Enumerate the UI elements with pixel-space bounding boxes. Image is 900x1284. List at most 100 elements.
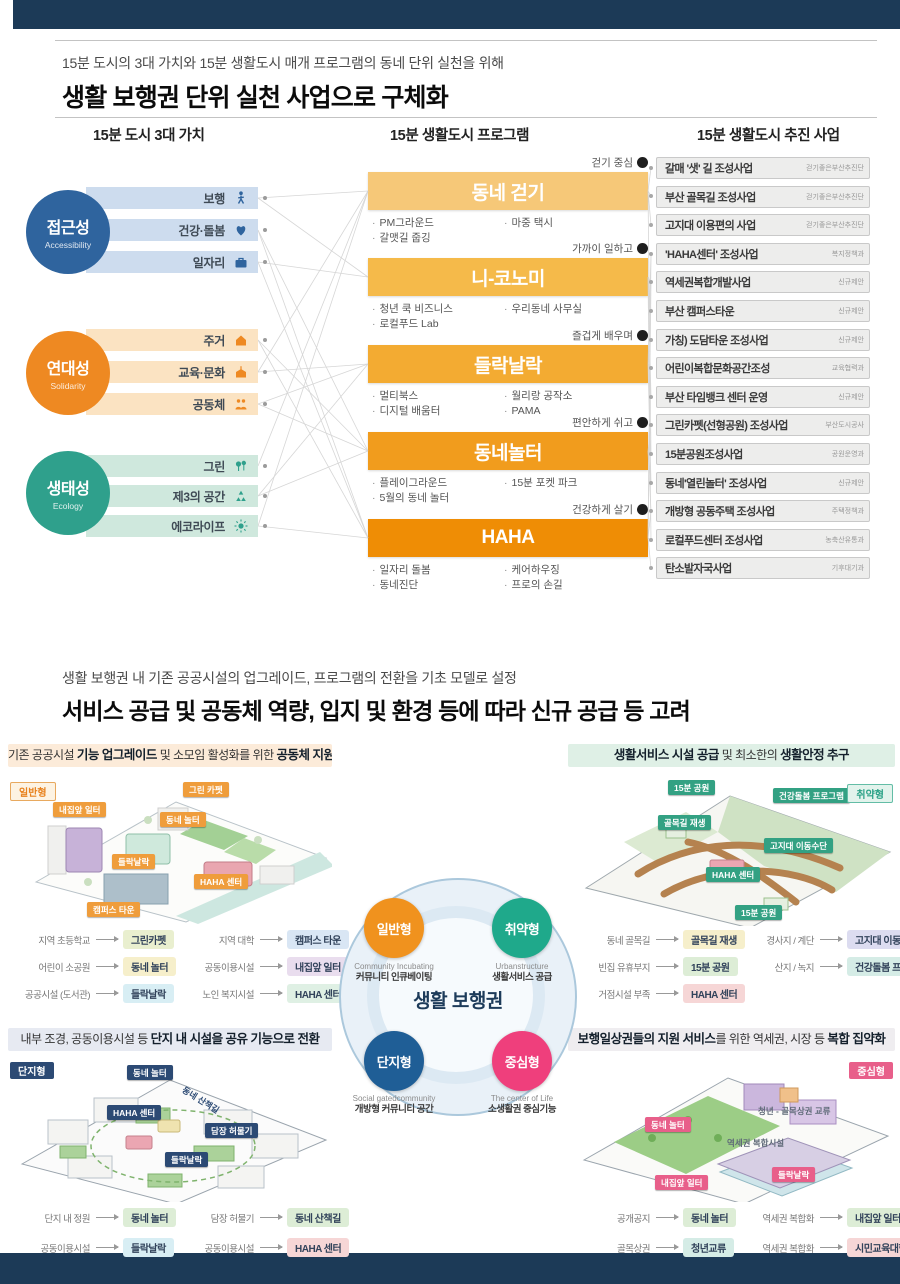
value-row: 일자리 bbox=[86, 251, 267, 273]
arrow-icon bbox=[260, 1244, 283, 1250]
project-tag: 걷기좋은부산추진단 bbox=[806, 165, 864, 172]
arrow-icon bbox=[96, 963, 119, 969]
value-row-label: 주거 bbox=[203, 333, 226, 348]
value-row: 교육·문화 bbox=[86, 361, 267, 383]
project-tag: 신규제안 bbox=[838, 279, 864, 286]
type-node-central: 중심형 bbox=[492, 1031, 552, 1091]
mapping-after: 청년교류 bbox=[683, 1238, 734, 1257]
program-items: 마중 택시 bbox=[504, 216, 554, 231]
program-caption-text: 걷기 중심 bbox=[591, 157, 633, 169]
mapping-after: 내집앞 일터 bbox=[287, 957, 349, 976]
mapping-before: 역세권 복합화 bbox=[762, 1213, 814, 1225]
project-title: 15분공원조성사업 bbox=[665, 449, 743, 461]
facility-chip: 캠퍼스 타운 bbox=[87, 902, 141, 917]
panel-general: 기존 공공시설 기능 업그레이드 및 소모임 활성화를 위한 공동체 지원 일반… bbox=[8, 744, 350, 1020]
recycle-icon bbox=[234, 489, 248, 503]
mapping-row: 공공시설 (도서관) 들락날락 bbox=[10, 984, 174, 1003]
mapping-after: HAHA 센터 bbox=[287, 984, 350, 1003]
panel-header-text: 및 최소한의 bbox=[718, 748, 781, 762]
type-caption: The center of Life 소생활권 중심기능 bbox=[463, 1094, 581, 1117]
mapping-row: 경사지 / 계단 고지대 이동수단 bbox=[734, 930, 900, 949]
mapping-after: 동네 놀터 bbox=[683, 1208, 737, 1227]
program-caption: 걷기 중심 bbox=[591, 155, 648, 170]
panel-header-text: 보행일상권들의 지원 서비스 bbox=[577, 1032, 716, 1046]
illustration-vulnerable: 15분 공원 건강돌봄 프로그램 골목길 재생 고지대 이동수단 HAHA 센터… bbox=[568, 770, 895, 929]
program-items: 일자리 돌봄 동네진단 bbox=[372, 563, 431, 593]
type-badge-central: 중심형 bbox=[849, 1062, 893, 1079]
value-circle-accessibility: 접근성 Accessibility bbox=[26, 190, 110, 274]
mapping-after: 들락날락 bbox=[123, 1238, 174, 1257]
mapping-after: 동네 산책길 bbox=[287, 1208, 349, 1227]
panel-header-text: 및 소모임 활성화를 위한 bbox=[156, 748, 277, 762]
ring-title: 생활 보행권 bbox=[413, 991, 503, 1012]
walking-person-icon bbox=[234, 191, 248, 205]
facility-chip: 들락날락 bbox=[772, 1167, 816, 1182]
mapping-before: 어린이 소공원 bbox=[38, 962, 90, 974]
value-circle-solidarity: 연대성 Solidarity bbox=[26, 331, 110, 415]
value-row: 공동체 bbox=[86, 393, 267, 415]
project-bar: 개방형 공동주택 조성사업 주택정책과 bbox=[656, 500, 870, 522]
project-tag: 주택정책과 bbox=[831, 508, 864, 515]
program-items: 15분 포켓 파크 bbox=[504, 476, 578, 491]
briefcase-icon bbox=[234, 255, 248, 269]
mapping-before: 노인 복지시설 bbox=[202, 989, 254, 1001]
value-name-en: Solidarity bbox=[50, 381, 86, 391]
project-tag: 걷기좋은부산추진단 bbox=[806, 222, 864, 229]
mapping-after: 캠퍼스 타운 bbox=[287, 930, 349, 949]
program-item: 5월의 동네 놀터 bbox=[372, 491, 450, 506]
program-item: PAMA bbox=[504, 404, 572, 419]
mapping-before: 공동이용시설 bbox=[204, 1243, 255, 1255]
page-title: 생활 보행권 단위 실천 사업으로 구체화 bbox=[62, 84, 449, 112]
type-caption-en: Urbanstructure bbox=[495, 962, 549, 971]
panel-header-text: 를 위한 역세권, 시장 등 bbox=[715, 1032, 828, 1046]
program-item: 멀티북스 bbox=[372, 389, 440, 404]
program-item: 플레이그라운드 bbox=[372, 476, 449, 491]
value-row-label: 건강·돌봄 bbox=[178, 223, 225, 238]
program-items: 청년 쿡 비즈니스 로컬푸드 Lab bbox=[372, 302, 453, 332]
mapping-after: 그린카펫 bbox=[123, 930, 174, 949]
mapping-after: 건강돌봄 프로그램 bbox=[847, 957, 900, 976]
value-row-label: 공동체 bbox=[192, 397, 226, 412]
project-title: 고지대 이용편의 사업 bbox=[665, 220, 756, 232]
facility-chip: 그린 카펫 bbox=[183, 782, 229, 797]
type-caption-en: Community Incubating bbox=[354, 962, 434, 971]
section2-title: 서비스 공급 및 공동체 역량, 입지 및 환경 등에 따라 신규 공급 등 고… bbox=[62, 698, 691, 724]
facility-chip: HAHA 센터 bbox=[107, 1105, 162, 1120]
panel-complex: 내부 조경, 공동이용시설 등 단지 내 시설을 공유 기능으로 전환 단지형 bbox=[8, 1028, 350, 1268]
program-items: 월리랑 공작소 PAMA bbox=[504, 389, 573, 419]
mapping-before: 동네 골목길 bbox=[606, 935, 651, 947]
program-box: 니-코노미 bbox=[368, 258, 648, 296]
project-title: 개방형 공동주택 조성사업 bbox=[665, 506, 775, 518]
facility-chip: 동네 놀터 bbox=[127, 1065, 173, 1080]
program-item: 청년 쿡 비즈니스 bbox=[372, 302, 453, 317]
mapping-row: 공동이용시설 HAHA 센터 bbox=[174, 1238, 350, 1257]
program-caption-text: 건강하게 살기 bbox=[572, 504, 633, 516]
arrow-icon bbox=[656, 990, 679, 996]
program-item: PM그라운드 bbox=[372, 216, 434, 231]
mapping-after: 들락날락 bbox=[123, 984, 174, 1003]
mapping-row: 동네 골목길 골목길 재생 bbox=[570, 930, 745, 949]
program-caption: 편안하게 쉬고 bbox=[572, 415, 648, 430]
mapping-row: 공동이용시설 들락날락 bbox=[10, 1238, 174, 1257]
program-item: 월리랑 공작소 bbox=[504, 389, 573, 404]
type-badge-complex: 단지형 bbox=[10, 1062, 54, 1079]
mapping-before: 공동이용시설 bbox=[40, 1243, 91, 1255]
value-row: 보행 bbox=[86, 187, 267, 209]
mapping-before: 공공시설 (도서관) bbox=[24, 989, 91, 1001]
panel-header-text: 생활안정 추구 bbox=[780, 748, 850, 762]
program-item: 마중 택시 bbox=[504, 216, 554, 231]
value-name-en: Ecology bbox=[52, 501, 84, 511]
mapping-row: 공개공지 동네 놀터 bbox=[570, 1208, 737, 1227]
mapping-after: 골목길 재생 bbox=[683, 930, 745, 949]
program-item: 15분 포켓 파크 bbox=[504, 476, 578, 491]
value-name-en: Accessibility bbox=[44, 240, 92, 250]
arrow-icon bbox=[820, 1214, 843, 1220]
program-caption-text: 편안하게 쉬고 bbox=[572, 417, 633, 429]
arrow-icon bbox=[820, 963, 843, 969]
program-box: HAHA bbox=[368, 519, 648, 557]
project-title: 부산 골목길 조성사업 bbox=[665, 192, 756, 204]
project-bar: 부산 골목길 조성사업 걷기좋은부산추진단 bbox=[656, 186, 870, 208]
project-tag: 신규제안 bbox=[838, 308, 864, 315]
project-bar: 탄소발자국사업 기후대기과 bbox=[656, 557, 870, 579]
panel-header: 기존 공공시설 기능 업그레이드 및 소모임 활성화를 위한 공동체 지원 bbox=[8, 744, 332, 767]
